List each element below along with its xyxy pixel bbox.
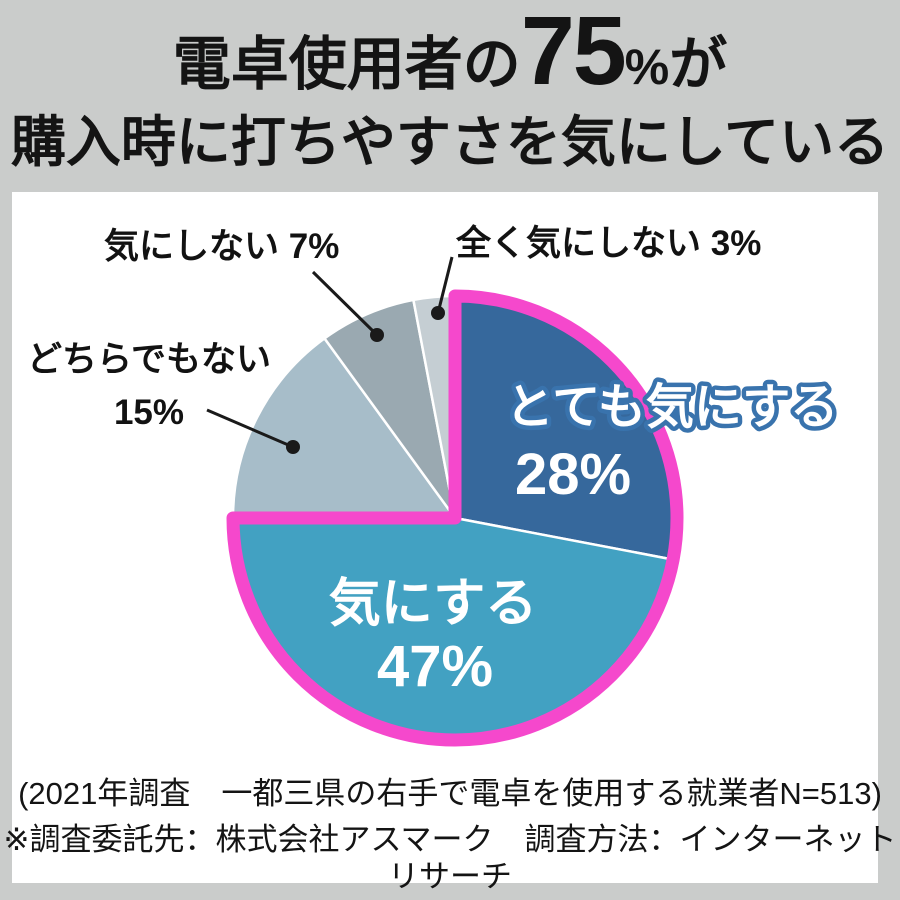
leader-line-not-at-all — [436, 256, 454, 314]
page-title: 電卓使用者の 75 % が 購入時に打ちやすさを気にしている — [0, 2, 900, 173]
pie-segment-neutral — [231, 337, 457, 520]
callout-neutral-pct: 15% — [113, 392, 185, 432]
title-line1: 電卓使用者の 75 % が — [0, 2, 900, 106]
title-highlight-number: 75 — [520, 0, 627, 105]
segment-label-concerned: 気にする — [329, 575, 538, 633]
footer-note-method: ※調査委託先：株式会社アスマーク 調査方法：インターネットリサーチ — [3, 822, 897, 895]
segment-pct-concerned: 47% — [377, 634, 493, 699]
title-prefix: 電卓使用者の — [172, 32, 521, 97]
footer-note-survey: (2021年調査 一都三県の右手で電卓を使用する就業者N=513) — [18, 776, 882, 811]
leader-dot-neutral — [286, 440, 300, 454]
footer: (2021年調査 一都三県の右手で電卓を使用する就業者N=513) ※調査委託先… — [0, 775, 900, 896]
leader-line-neutral — [206, 408, 294, 449]
leader-dot-not-at-all — [431, 306, 445, 320]
segment-pct-very-concerned: 28% — [515, 442, 631, 507]
title-line2: 購入時に打ちやすさを気にしている — [10, 111, 890, 173]
leader-line-not-concerned — [311, 270, 379, 337]
highlight-ring — [226, 289, 684, 747]
callout-neutral-label: どちらでもない — [27, 340, 271, 379]
callout-not-at-all: 全く気にしない 3% — [456, 224, 762, 263]
leader-dot-not-concerned — [370, 328, 384, 342]
title-suffix: が — [669, 32, 728, 97]
title-percent-sign: % — [624, 39, 670, 95]
callout-neutral: どちらでもない 15% — [26, 334, 272, 439]
segment-label-very-concerned: とても気にする — [506, 381, 839, 434]
callout-not-concerned: 気にしない 7% — [104, 227, 340, 266]
